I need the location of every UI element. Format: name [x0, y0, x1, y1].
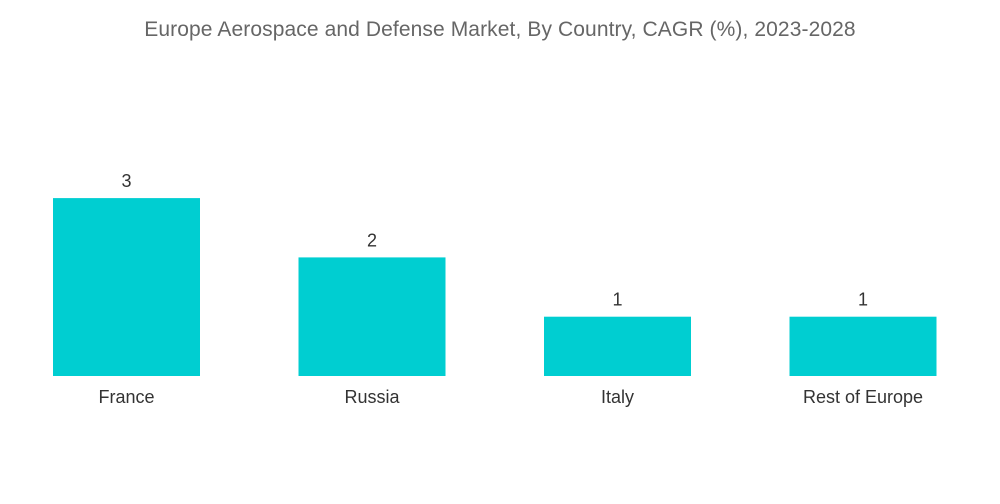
- bar-france: [53, 198, 200, 376]
- bars-group: [53, 198, 937, 376]
- value-label: 3: [121, 171, 131, 191]
- value-label: 2: [367, 230, 377, 250]
- category-label: France: [98, 387, 154, 407]
- bar-italy: [544, 316, 691, 376]
- category-label: Russia: [344, 387, 400, 407]
- bar-rest-of-europe: [789, 316, 937, 376]
- category-label: Rest of Europe: [803, 387, 923, 407]
- value-labels-group: 3 2 1 1: [121, 171, 868, 310]
- category-label: Italy: [601, 387, 634, 407]
- value-label: 1: [858, 290, 868, 310]
- category-labels-group: France Russia Italy Rest of Europe: [98, 387, 923, 407]
- chart-title: Europe Aerospace and Defense Market, By …: [144, 18, 856, 41]
- bar-russia: [298, 257, 446, 376]
- value-label: 1: [612, 290, 622, 310]
